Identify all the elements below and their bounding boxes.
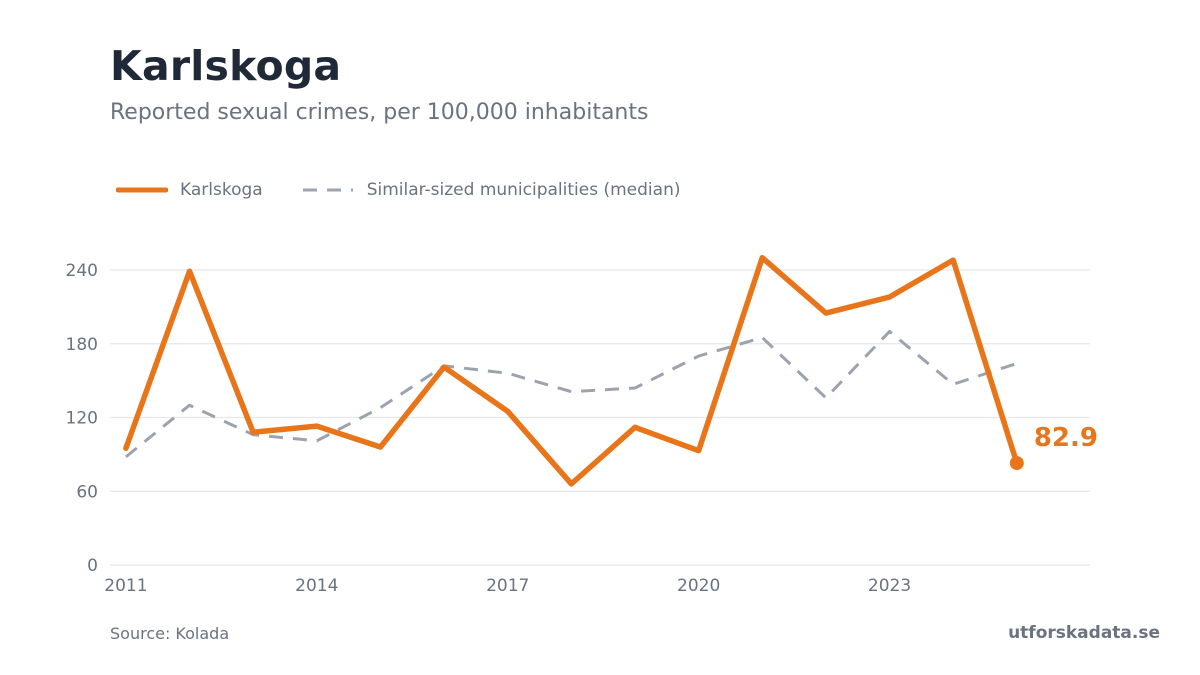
x-tick-label: 2017 bbox=[486, 576, 529, 596]
x-tick-label: 2011 bbox=[104, 576, 147, 596]
y-tick-label: 240 bbox=[66, 261, 98, 281]
source-note: Source: Kolada bbox=[110, 624, 230, 643]
brand-link[interactable]: utforskadata.se bbox=[1008, 623, 1160, 643]
legend-label-median: Similar-sized municipalities (median) bbox=[366, 180, 681, 200]
series-line-karlskoga bbox=[123, 254, 1020, 487]
x-tick-label: 2020 bbox=[677, 576, 720, 596]
y-tick-label: 0 bbox=[87, 556, 98, 576]
legend: Karlskoga Similar-sized municipalities (… bbox=[116, 178, 720, 202]
legend-swatch-solid bbox=[116, 187, 168, 193]
x-tick-label: 2014 bbox=[295, 576, 338, 596]
chart-subtitle: Reported sexual crimes, per 100,000 inha… bbox=[110, 100, 649, 125]
chart-title: Karlskoga bbox=[110, 42, 342, 90]
legend-label-karlskoga: Karlskoga bbox=[180, 180, 263, 200]
y-tick-label: 120 bbox=[66, 409, 98, 429]
x-tick-label: 2023 bbox=[868, 576, 911, 596]
y-tick-label: 60 bbox=[76, 482, 98, 502]
legend-item-median: Similar-sized municipalities (median) bbox=[302, 178, 681, 202]
y-tick-label: 180 bbox=[66, 335, 98, 355]
end-point-marker bbox=[1009, 456, 1024, 471]
legend-item-karlskoga: Karlskoga bbox=[116, 178, 263, 202]
end-value-label: 82.9 bbox=[1034, 423, 1098, 453]
series-line-median bbox=[124, 329, 1018, 458]
legend-swatch-dashed bbox=[302, 188, 353, 192]
